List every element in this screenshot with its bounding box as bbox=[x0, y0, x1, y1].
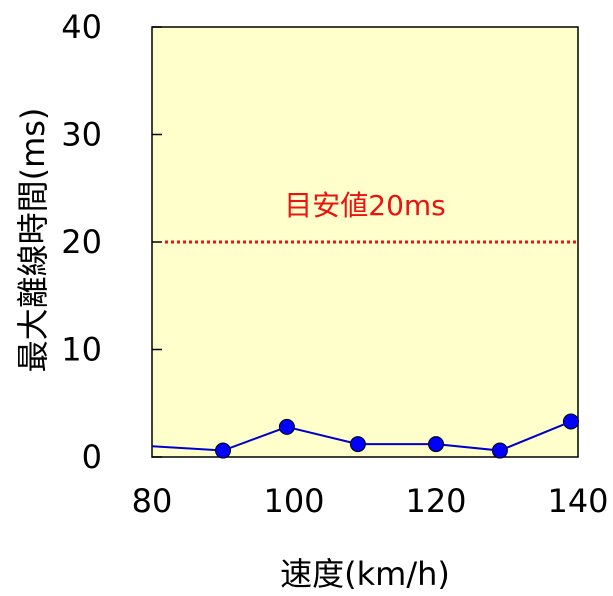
data-point bbox=[491, 442, 508, 459]
x-axis-ticks: 80 100 120 140 bbox=[132, 482, 609, 520]
data-point bbox=[215, 442, 231, 459]
y-axis-title: 最大離線時間(ms) bbox=[14, 108, 52, 373]
y-tick-label: 40 bbox=[61, 8, 102, 46]
x-axis-title: 速度(km/h) bbox=[280, 555, 450, 593]
x-tick-label: 80 bbox=[132, 482, 173, 520]
data-point bbox=[428, 436, 444, 453]
data-point bbox=[562, 413, 579, 430]
data-point bbox=[349, 436, 366, 453]
y-axis-ticks: 0 10 20 30 40 bbox=[61, 8, 162, 476]
series-markers bbox=[215, 413, 579, 459]
data-point bbox=[278, 418, 295, 435]
y-tick-label: 0 bbox=[82, 438, 102, 476]
y-tick-label: 30 bbox=[61, 116, 102, 154]
x-tick-label: 120 bbox=[405, 482, 466, 520]
y-tick-label: 10 bbox=[61, 331, 102, 369]
y-tick-label: 20 bbox=[61, 223, 102, 261]
x-tick-label: 140 bbox=[547, 482, 608, 520]
x-tick-label: 100 bbox=[263, 482, 324, 520]
reference-label: 目安値20ms bbox=[284, 189, 446, 222]
